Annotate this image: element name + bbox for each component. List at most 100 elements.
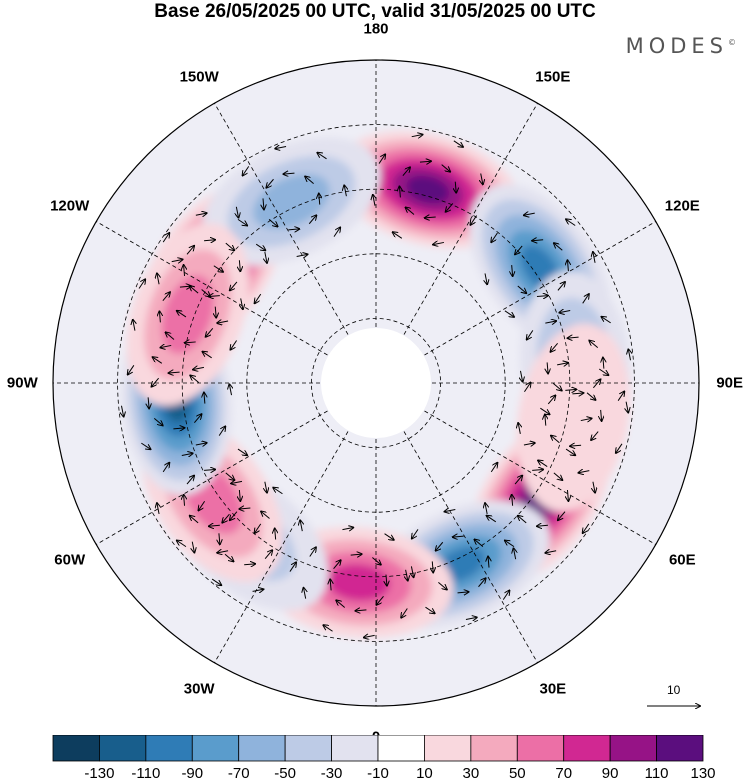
wind-arrow bbox=[237, 218, 247, 225]
colorbar-swatch bbox=[516, 735, 565, 762]
wind-arrow bbox=[138, 279, 145, 289]
wind-arrow bbox=[478, 578, 486, 588]
colorbar bbox=[52, 735, 704, 762]
wind-arrow bbox=[209, 525, 220, 526]
wind-arrow bbox=[193, 414, 201, 424]
wind-arrow bbox=[572, 393, 583, 394]
longitude-label-120e: 120E bbox=[664, 197, 700, 215]
wind-arrow bbox=[598, 368, 608, 375]
wind-arrow bbox=[333, 560, 341, 569]
wind-arrow bbox=[239, 508, 251, 509]
wind-arrow bbox=[515, 245, 523, 254]
colorbar-tick-label: 30 bbox=[462, 765, 480, 782]
wind-arrow bbox=[453, 536, 464, 537]
wind-arrow bbox=[532, 240, 544, 241]
longitude-label-60w: 60W bbox=[54, 551, 86, 569]
wind-arrow bbox=[441, 164, 450, 172]
wind-arrow bbox=[419, 161, 431, 162]
wind-arrow bbox=[206, 328, 214, 336]
meridian-line bbox=[96, 382, 377, 545]
wind-arrow bbox=[524, 213, 535, 215]
longitude-label-180: 180 bbox=[363, 20, 389, 38]
wind-arrow bbox=[566, 219, 576, 226]
wind-arrow bbox=[222, 513, 230, 522]
wind-arrow bbox=[192, 541, 194, 553]
wind-arrow bbox=[350, 554, 362, 555]
wind-arrow bbox=[229, 384, 231, 396]
wind-arrow bbox=[592, 379, 600, 389]
wind-arrow bbox=[268, 218, 277, 226]
wind-arrow bbox=[265, 481, 267, 493]
wind-arrow bbox=[213, 265, 223, 272]
wind-arrow bbox=[601, 409, 602, 421]
wind-arrow bbox=[344, 185, 346, 197]
wind-arrow bbox=[199, 500, 206, 510]
wind-arrow bbox=[593, 481, 595, 493]
longitude-label-60e: 60E bbox=[668, 551, 696, 569]
wind-arrow bbox=[536, 296, 548, 297]
wind-arrow bbox=[412, 529, 419, 538]
wind-arrow bbox=[195, 443, 207, 445]
colorbar-swatch bbox=[424, 735, 472, 762]
wind-arrow bbox=[567, 260, 568, 272]
wind-arrow bbox=[241, 298, 243, 309]
wind-arrow bbox=[490, 463, 497, 473]
wind-arrow bbox=[204, 469, 215, 470]
wind-arrow bbox=[504, 310, 514, 317]
wind-arrow bbox=[283, 173, 295, 174]
wind-arrow bbox=[512, 265, 513, 276]
wind-arrow bbox=[386, 574, 387, 586]
wind-arrow bbox=[373, 195, 375, 206]
wind-vectors bbox=[121, 135, 630, 638]
wind-arrow bbox=[532, 469, 543, 470]
wind-arrow bbox=[401, 608, 408, 618]
wind-arrow bbox=[160, 345, 172, 347]
wind-arrow bbox=[211, 578, 221, 585]
wind-arrow bbox=[520, 370, 522, 382]
wind-arrow bbox=[589, 341, 599, 349]
colorbar-tick-label: 130 bbox=[690, 765, 716, 782]
meridian-line bbox=[375, 382, 656, 545]
wind-arrow bbox=[446, 203, 454, 211]
wind-arrow bbox=[570, 445, 582, 446]
wind-arrow bbox=[438, 581, 446, 589]
wind-arrow bbox=[266, 178, 274, 187]
wind-arrow bbox=[342, 527, 353, 529]
wind-arrow bbox=[141, 442, 150, 449]
wind-arrow bbox=[263, 198, 264, 209]
wind-arrow bbox=[273, 488, 283, 495]
colorbar-swatch bbox=[191, 735, 240, 762]
wind-arrow bbox=[128, 365, 135, 374]
wind-arrow bbox=[186, 246, 194, 255]
wind-arrow bbox=[616, 443, 623, 453]
wind-arrow bbox=[432, 561, 433, 572]
wind-arrow bbox=[186, 476, 194, 485]
wind-arrow bbox=[406, 569, 408, 581]
colorbar-swatch bbox=[238, 735, 286, 762]
wind-arrow bbox=[300, 520, 302, 532]
wind-arrow bbox=[402, 167, 410, 177]
wind-arrow bbox=[393, 232, 403, 239]
wind-arrow bbox=[445, 509, 456, 511]
wind-arrow bbox=[547, 362, 548, 373]
wind-arrow bbox=[153, 357, 163, 364]
wind-arrow bbox=[557, 282, 565, 291]
meridian-line bbox=[214, 103, 377, 384]
wind-arrow bbox=[121, 405, 123, 417]
colorbar-tick-label: -50 bbox=[274, 765, 296, 782]
longitude-label-30w: 30W bbox=[183, 680, 215, 698]
modes-logo: MODES© bbox=[625, 34, 736, 58]
wind-arrow bbox=[425, 217, 436, 218]
wind-arrow bbox=[474, 540, 484, 548]
wind-arrow bbox=[169, 372, 180, 373]
wind-arrow bbox=[166, 332, 175, 340]
wind-arrow bbox=[243, 166, 250, 175]
wind-arrow bbox=[275, 529, 276, 540]
wind-arrow bbox=[305, 177, 314, 185]
latitude-circle bbox=[117, 124, 635, 642]
colorbar-swatch bbox=[331, 735, 379, 762]
wind-arrow bbox=[330, 579, 331, 591]
wind-arrow bbox=[481, 173, 483, 184]
colorbar-swatch bbox=[145, 735, 193, 762]
